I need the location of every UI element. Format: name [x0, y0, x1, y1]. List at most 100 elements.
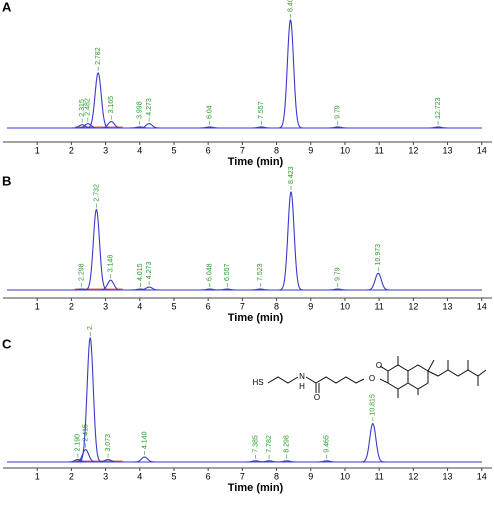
x-tick-label: 7	[240, 471, 245, 481]
peak-label: 8.298	[284, 435, 291, 453]
bond	[407, 364, 429, 390]
peak-label: 10.973	[375, 244, 382, 266]
x-tick-label: 4	[137, 471, 142, 481]
peak-label: 2.782	[95, 47, 102, 65]
peak	[98, 279, 123, 291]
atom-label: N	[299, 372, 305, 381]
x-tick-label: 1	[35, 301, 40, 311]
bond	[387, 364, 409, 390]
bond	[427, 359, 435, 372]
x-tick-label: 2	[69, 471, 74, 481]
x-tick-label: 13	[443, 301, 453, 311]
x-tick-label: 10	[340, 145, 350, 155]
atom-label: O	[369, 374, 375, 383]
peak	[214, 288, 240, 291]
x-tick-label: 8	[274, 301, 279, 311]
bond	[379, 378, 389, 384]
x-tick-label: 7	[240, 145, 245, 155]
peak-label: 6.048	[207, 263, 214, 281]
panel-label: C	[2, 336, 12, 351]
peak-label: 4.273	[146, 261, 153, 279]
x-tick-label: 8	[274, 145, 279, 155]
x-tick-label: 2	[69, 301, 74, 311]
panel-label: B	[2, 173, 11, 188]
peak	[325, 126, 351, 129]
peak-label: 9.79	[335, 105, 342, 119]
x-tick-label: 14	[477, 145, 487, 155]
peak	[95, 458, 121, 463]
atom-label: O	[376, 361, 382, 370]
x-tick-label: 1	[35, 145, 40, 155]
peak	[136, 123, 162, 129]
peak-label: 7.385	[252, 435, 259, 453]
peak	[127, 126, 153, 129]
x-tick-label: 8	[274, 471, 279, 481]
peak-label: 2.732	[93, 184, 100, 202]
peak-label: 2.482	[85, 98, 92, 116]
peak	[197, 126, 222, 129]
peak	[360, 422, 386, 463]
peak	[314, 460, 339, 463]
peak-label: 10.815	[370, 394, 377, 416]
peak	[274, 460, 300, 463]
peak	[77, 336, 103, 463]
x-tick-label: 10	[340, 301, 350, 311]
x-tick-label: 2	[69, 145, 74, 155]
x-tick-label: 5	[171, 301, 176, 311]
peak	[75, 123, 101, 129]
x-tick-label: 3	[103, 471, 108, 481]
structure	[267, 356, 487, 398]
x-tick-label: 9	[308, 145, 313, 155]
x-tick-label: 13	[443, 145, 453, 155]
panel-label: A	[2, 0, 12, 14]
x-tick-label: 3	[103, 145, 108, 155]
x-tick-label: 5	[171, 471, 176, 481]
peak	[127, 288, 153, 291]
peak	[98, 120, 124, 129]
peak-label: 2.315	[79, 99, 86, 117]
peak	[278, 18, 303, 129]
peak	[249, 126, 274, 129]
atom-label: O	[314, 393, 320, 402]
x-tick-label: 11	[374, 301, 383, 311]
peak	[65, 458, 91, 463]
peak-label: 3.998	[137, 101, 144, 119]
x-tick-label: 6	[206, 145, 211, 155]
peak	[132, 456, 157, 463]
peak-label: 2.298	[78, 263, 85, 281]
peak	[247, 288, 273, 291]
peak-label: 3.073	[105, 434, 112, 452]
peak-label: 4.140	[141, 431, 148, 449]
x-tick-label: 14	[477, 471, 487, 481]
atom-label: HS	[252, 378, 263, 387]
peak-label: 9.79	[335, 267, 342, 281]
peak	[69, 288, 94, 291]
peak-label: 9.465	[324, 435, 331, 453]
x-tick-label: 1	[35, 471, 40, 481]
x-tick-label: 4	[137, 301, 142, 311]
x-tick-label: 7	[240, 301, 245, 311]
peak-label: 4.015	[137, 263, 144, 281]
bond	[427, 369, 487, 377]
peak-label: 2.415	[82, 424, 89, 442]
bond	[315, 376, 365, 384]
peak-label: 2.190	[75, 434, 82, 452]
peak-label: 6.04	[206, 105, 213, 119]
peak	[69, 124, 95, 129]
peak-label: 6.557	[224, 263, 231, 281]
peak	[84, 208, 109, 291]
peak	[365, 272, 391, 291]
x-tick-label: 13	[443, 471, 453, 481]
peak	[278, 190, 304, 291]
peak-label: 8.423	[288, 166, 295, 184]
x-tick-label: 12	[408, 471, 418, 481]
x-tick-label: 5	[171, 145, 176, 155]
x-tick-label: 6	[206, 471, 211, 481]
x-tick-label: 9	[308, 301, 313, 311]
x-tick-label: 11	[374, 471, 383, 481]
peak-label: 12.723	[435, 97, 442, 119]
peak	[73, 449, 98, 463]
x-tick-label: 4	[137, 145, 142, 155]
bond	[267, 376, 299, 384]
